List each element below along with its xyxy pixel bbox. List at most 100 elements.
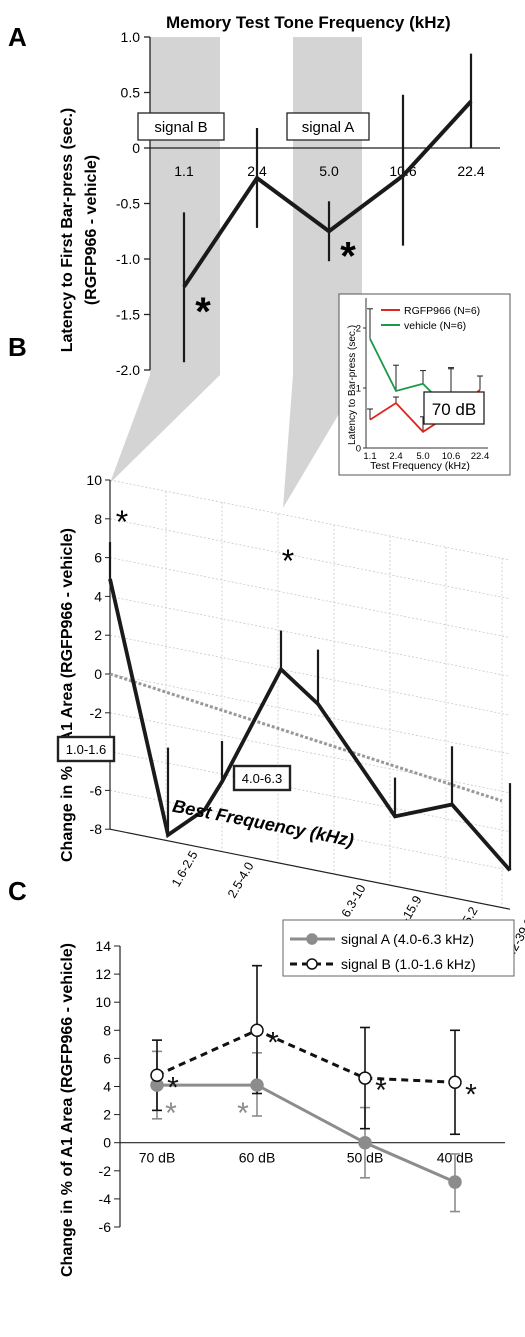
panel-a-significance-star: * bbox=[340, 234, 356, 278]
inset-xtick-label: 1.1 bbox=[363, 451, 376, 462]
panel-c: C Change in % of A1 Area (RGFP966 - vehi… bbox=[8, 876, 515, 1277]
panel-a-significance-star: * bbox=[195, 290, 211, 334]
panel-b-gridline bbox=[109, 712, 511, 794]
panel-b-boxed-category-frame bbox=[232, 764, 292, 792]
panel-b-gridline bbox=[109, 518, 511, 600]
panel-c-significance-star: * bbox=[167, 1071, 179, 1104]
panel-c-ytick-label: -6 bbox=[99, 1219, 112, 1235]
panel-letter-a: A bbox=[8, 22, 27, 52]
panel-b-gridline bbox=[109, 479, 511, 561]
panel-c-data-point bbox=[250, 1078, 264, 1092]
panel-c-significance-star: * bbox=[165, 1097, 177, 1130]
panel-b-ylabel: Change in % of A1 Area (RGFP966 - vehicl… bbox=[59, 528, 76, 862]
panel-a-ytick-label: 1.0 bbox=[121, 29, 141, 45]
panel-b-gridline bbox=[109, 596, 511, 677]
inset-ytick-label: 2 bbox=[356, 324, 361, 335]
panel-a-ytick-label: -2.0 bbox=[116, 362, 140, 378]
panel-a-ytick-label: -0.5 bbox=[116, 196, 140, 212]
panel-c-ylabel: Change in % of A1 Area (RGFP966 - vehicl… bbox=[59, 943, 76, 1277]
panel-letter-c: C bbox=[8, 876, 27, 906]
inset-xtick-label: 5.0 bbox=[416, 451, 429, 462]
panel-c-data-point bbox=[250, 1023, 264, 1038]
panel-a-ytick-label: 0 bbox=[132, 140, 140, 156]
panel-b-ytick-label: 8 bbox=[94, 511, 102, 527]
panel-c-xtick-label: 70 dB bbox=[139, 1150, 176, 1166]
panel-a-series-line bbox=[182, 100, 473, 288]
panel-b-ytick-label: 0 bbox=[94, 666, 102, 682]
panel-c-significance-star: * bbox=[375, 1074, 387, 1107]
panel-b-gridline bbox=[109, 673, 511, 755]
panel-b-significance-star: * bbox=[282, 543, 294, 579]
panel-c-ytick-label: 4 bbox=[103, 1079, 111, 1095]
panel-a-xtick-label: 22.4 bbox=[457, 163, 484, 179]
inset-xtick-label: 10.6 bbox=[442, 451, 461, 462]
inset-legend-label: vehicle (N=6) bbox=[404, 320, 466, 332]
panel-c-ytick-label: -2 bbox=[99, 1163, 112, 1179]
panel-c-legend-marker bbox=[306, 933, 318, 945]
panel-a-ytick-label: -1.5 bbox=[116, 307, 140, 323]
panel-a-ylabel-1: Latency to First Bar-press (sec.) bbox=[59, 108, 76, 353]
panel-b-significance-star: * bbox=[116, 504, 128, 540]
panel-a-title: Memory Test Tone Frequency (kHz) bbox=[166, 13, 451, 32]
panel-c-ytick-label: 0 bbox=[103, 1135, 111, 1151]
inset-xtick-label: 22.4 bbox=[471, 451, 490, 462]
panel-c-legend-label: signal B (1.0-1.6 kHz) bbox=[341, 956, 476, 972]
panel-b-annotation-box bbox=[423, 391, 485, 425]
panel-b-ytick-label: -6 bbox=[90, 782, 103, 798]
panel-a-ylabel-2: (RGFP966 - vehicle) bbox=[83, 155, 100, 305]
panel-b-boxed-category-frame bbox=[56, 735, 116, 763]
panel-b-xtick-label: 1.6-2.5 bbox=[169, 848, 201, 889]
panel-c-series-line bbox=[157, 1083, 456, 1184]
inset-xlabel: Test Frequency (kHz) bbox=[370, 460, 470, 472]
panel-b-xtick-label: 6.3-10 bbox=[339, 882, 369, 920]
panel-b-ytick-label: 2 bbox=[94, 627, 102, 643]
panel-c-ytick-label: 12 bbox=[95, 966, 111, 982]
panel-c-significance-star: * bbox=[237, 1097, 249, 1130]
panel-c-ytick-label: -4 bbox=[99, 1191, 112, 1207]
panel-c-xtick-label: 60 dB bbox=[239, 1150, 276, 1166]
panel-a-ytick-label: -1.0 bbox=[116, 251, 140, 267]
signal-label-box bbox=[137, 112, 225, 141]
signal-label-box bbox=[286, 112, 370, 141]
panel-b-ytick-label: 4 bbox=[94, 588, 102, 604]
panel-c-ytick-label: 14 bbox=[95, 938, 111, 954]
inset-ytick-label: 1 bbox=[356, 384, 361, 395]
panel-b-xlabel: Best Frequency (kHz) bbox=[171, 796, 355, 851]
panel-letter-b: B bbox=[8, 332, 27, 362]
signal-label: signal B bbox=[154, 119, 207, 136]
panel-c-ytick-label: 10 bbox=[95, 994, 111, 1010]
panel-b-boxed-category-label: 1.0-1.6 bbox=[66, 742, 106, 757]
inset-xtick-label: 2.4 bbox=[389, 451, 402, 462]
panel-c-series-line bbox=[156, 1028, 456, 1084]
panel-b-x-axis bbox=[109, 828, 511, 910]
panel-c-data-point bbox=[150, 1068, 164, 1083]
panel-b-annotation: 70 dB bbox=[432, 400, 476, 419]
signal-b-projection bbox=[110, 375, 220, 483]
panel-c-data-point bbox=[358, 1135, 372, 1150]
panel-b-ytick-label: 6 bbox=[94, 550, 102, 566]
panel-b-gridline bbox=[109, 557, 511, 638]
panel-b-ytick-label: -2 bbox=[90, 705, 103, 721]
panel-c-legend-frame bbox=[282, 919, 515, 977]
signal-label: signal A bbox=[302, 119, 355, 136]
panel-a-xtick-label: 1.1 bbox=[174, 163, 194, 179]
inset-ylabel: Latency to Bar-press (sec.) bbox=[347, 325, 358, 445]
panel-c-significance-star: * bbox=[465, 1078, 477, 1111]
panel-a-xtick-label: 5.0 bbox=[319, 163, 339, 179]
panel-b-ytick-label: 10 bbox=[86, 472, 102, 488]
panel-c-ytick-label: 8 bbox=[103, 1022, 111, 1038]
panel-b-series-line bbox=[108, 578, 512, 872]
panel-c-data-point bbox=[448, 1075, 462, 1090]
perspective-connectors bbox=[110, 375, 362, 508]
panel-b-ytick-label: -8 bbox=[90, 821, 103, 837]
panel-c-ytick-label: 2 bbox=[103, 1107, 111, 1123]
panel-c-ytick-label: 6 bbox=[103, 1050, 111, 1066]
panel-c-legend-marker bbox=[306, 958, 318, 970]
inset-ytick-label: 0 bbox=[356, 444, 361, 455]
panel-c-data-point bbox=[358, 1071, 372, 1085]
panel-c-data-point bbox=[448, 1175, 462, 1189]
panel-a-ytick-label: 0.5 bbox=[121, 85, 141, 101]
panel-a-inset: Latency to Bar-press (sec.) Test Frequen… bbox=[338, 293, 511, 476]
panel-c-significance-star: * bbox=[267, 1026, 279, 1059]
